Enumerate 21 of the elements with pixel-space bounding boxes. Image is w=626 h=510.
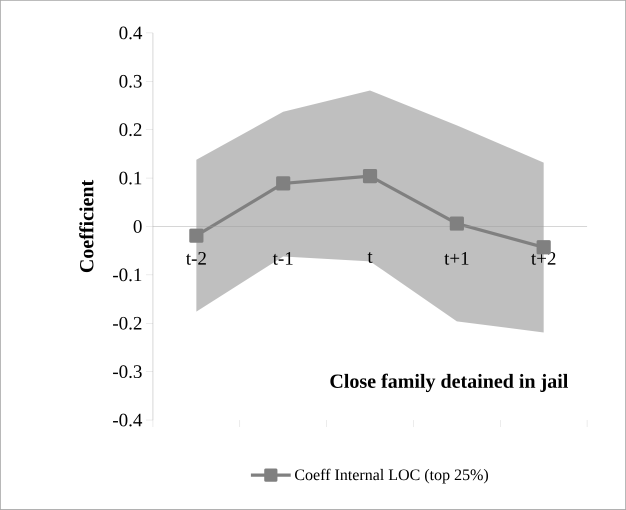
legend-label: Coeff Internal LOC (top 25%): [295, 468, 488, 484]
point: [276, 176, 290, 191]
x-tick-label: t: [368, 252, 373, 263]
y-tick-label: -0.4: [113, 414, 142, 427]
y-tick-label: 0.1: [119, 172, 142, 185]
y-tick-label: 0.4: [119, 26, 142, 40]
y-tick-label: -0.3: [113, 365, 142, 378]
point: [189, 228, 204, 243]
y-tick-label: 0.3: [119, 74, 142, 88]
x-tick-label: t+2: [531, 252, 556, 265]
y-axis-title: Coefficient: [79, 180, 94, 272]
y-tick-label: 0: [134, 220, 142, 233]
x-tick-label: t-1: [272, 252, 293, 265]
point: [362, 169, 378, 184]
x-tick-label: t-2: [186, 252, 206, 265]
y-tick-label: 0.2: [119, 123, 142, 136]
y-tick-label: -0.2: [113, 316, 142, 330]
point: [450, 216, 464, 231]
y-tick-label: -0.1: [113, 268, 142, 282]
x-tick-label: t+1: [444, 252, 468, 265]
annotation: Close family detained in jail: [330, 374, 568, 392]
